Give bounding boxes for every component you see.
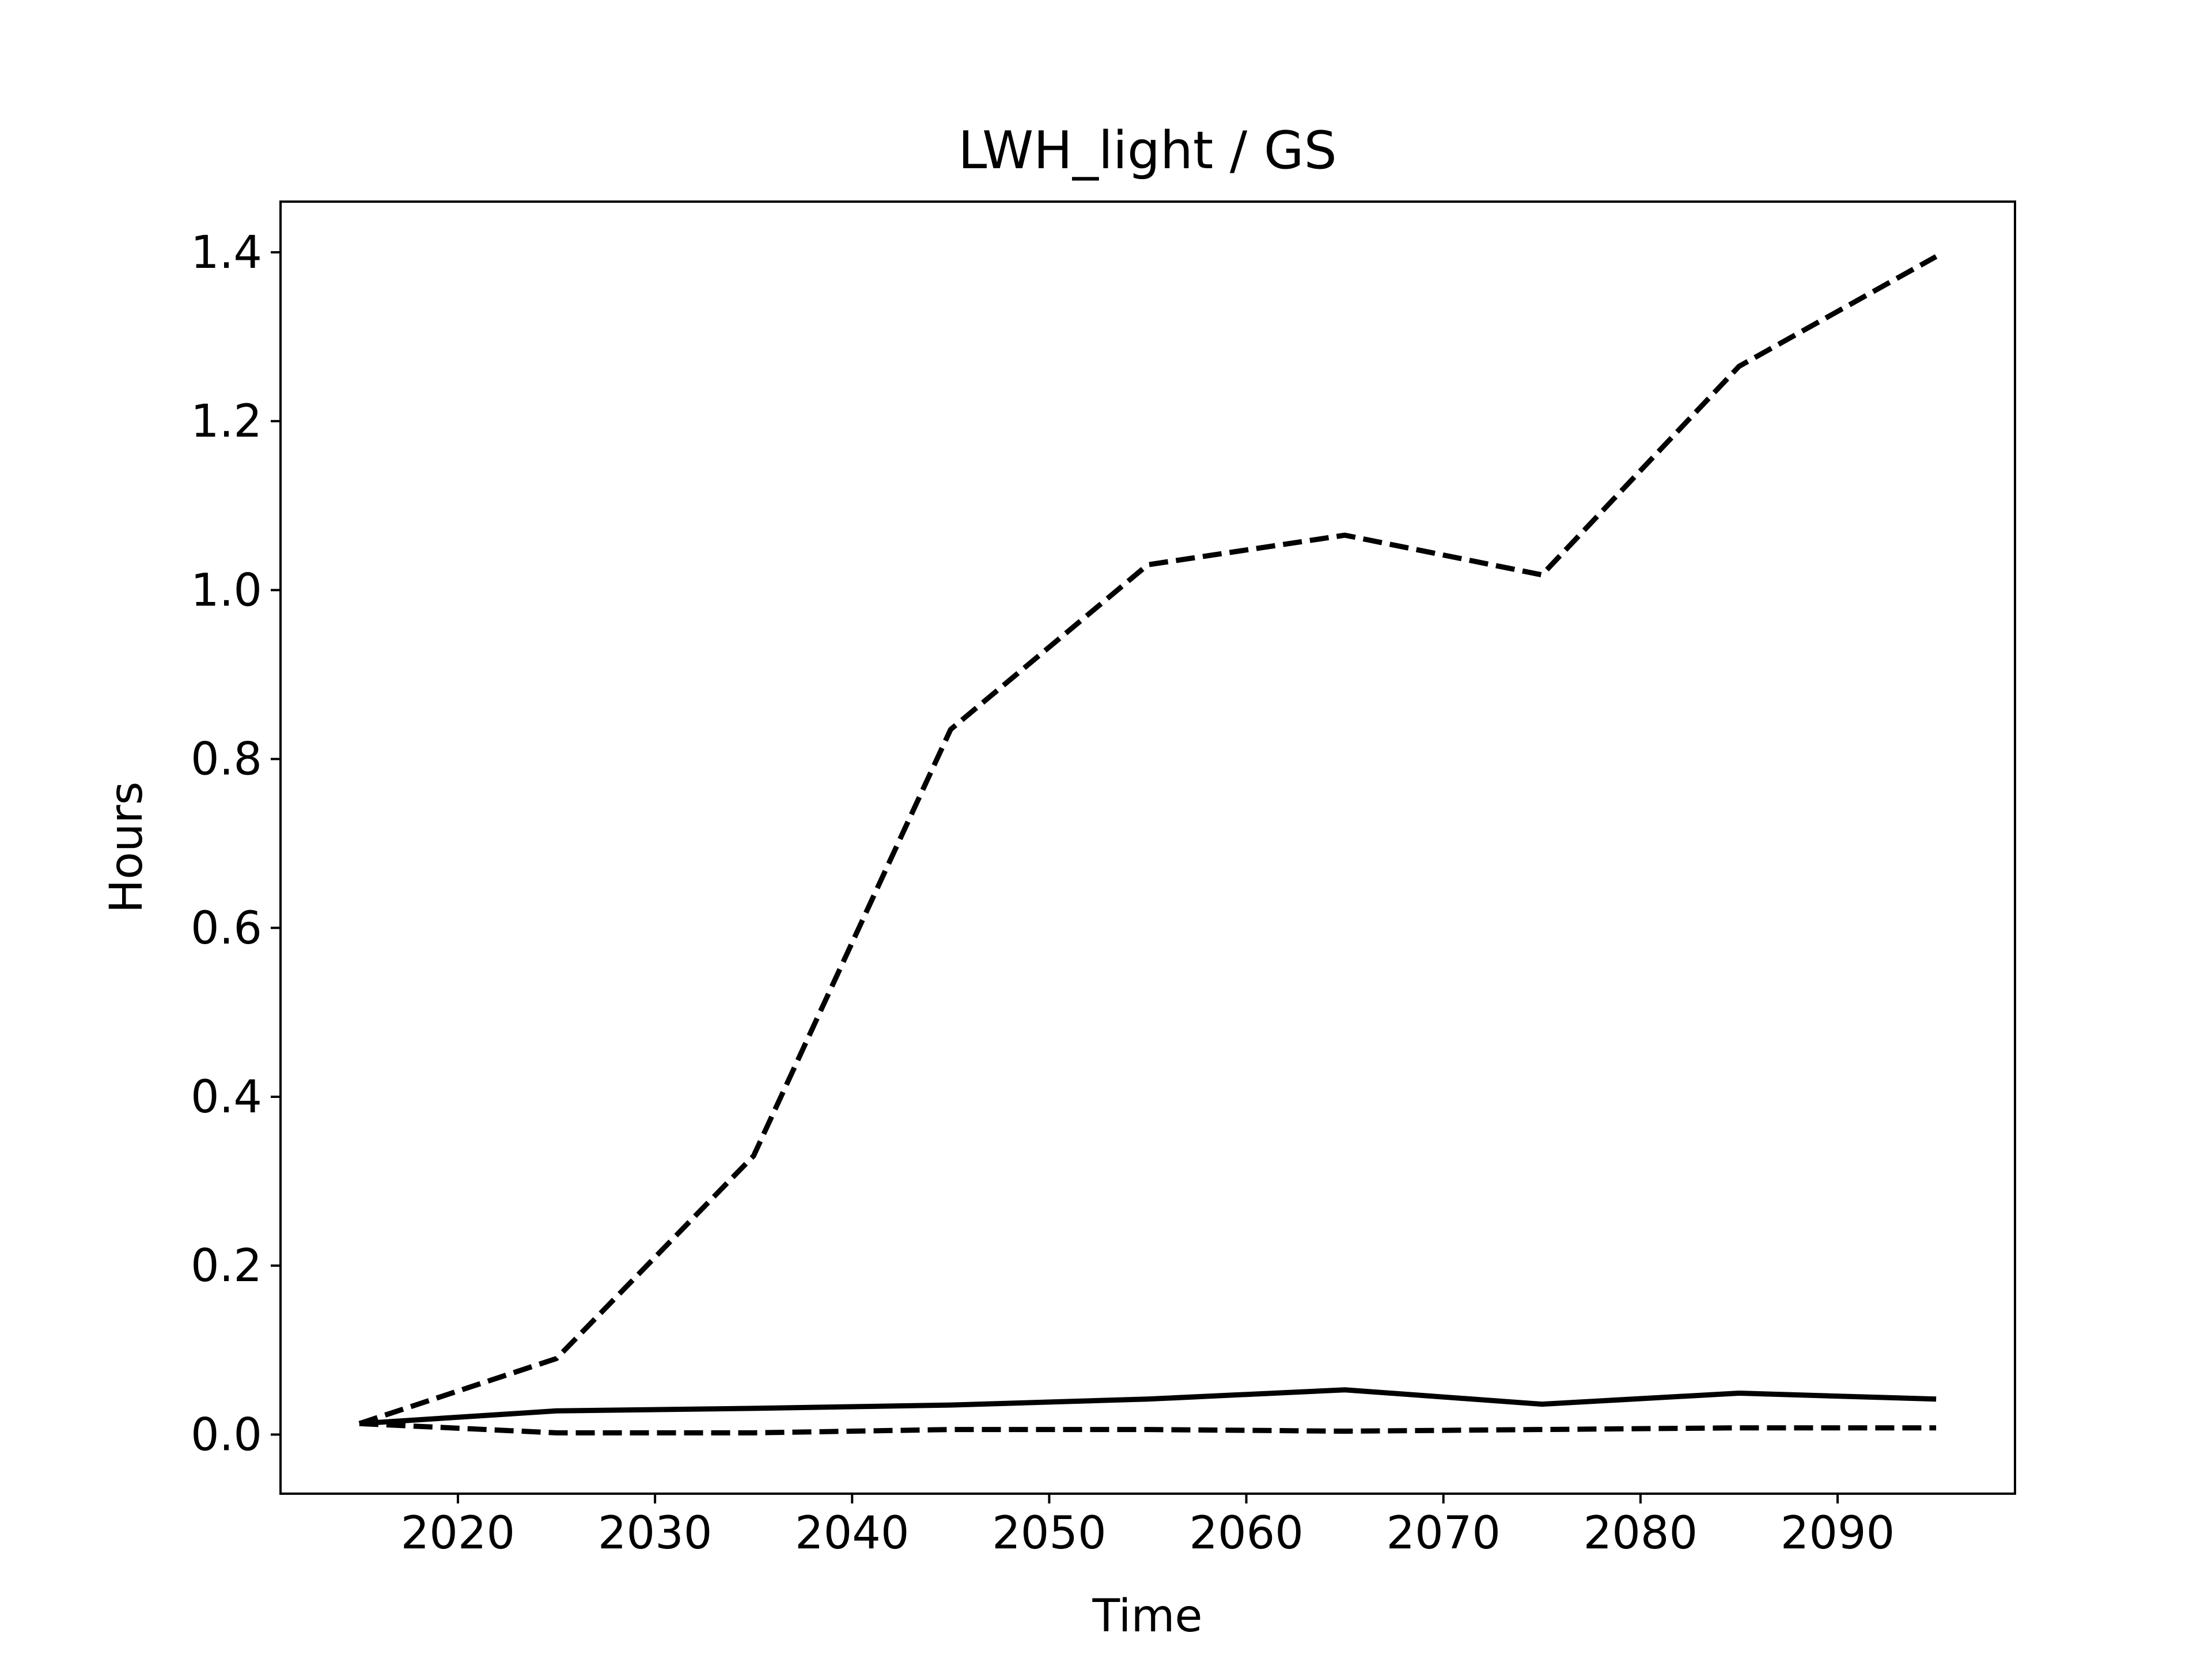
x-tick-label: 2090 [1781,1508,1895,1559]
y-tick-label: 0.0 [191,1409,262,1461]
x-tick-label: 2040 [795,1508,910,1559]
x-tick-label: 2080 [1584,1508,1698,1559]
y-tick-label: 1.0 [191,565,262,616]
x-axis: 2020 2030 2040 2050 2060 2070 2080 2090 [401,1494,1895,1559]
y-tick-label: 1.2 [191,396,262,448]
axes-frame [279,200,2016,1495]
series-line-3 [359,1421,1937,1435]
chart-title: LWH_light / GS [958,120,1336,181]
x-axis-label: Time [1092,1590,1203,1642]
y-tick-label: 0.4 [191,1071,262,1123]
y-tick-label: 1.4 [191,227,262,279]
x-tick-label: 2030 [598,1508,713,1559]
series-line-2 [358,254,1938,1426]
y-tick-label: 0.2 [191,1240,262,1292]
series-line-1 [359,1387,1937,1426]
plot-area [358,254,1938,1435]
x-tick-label: 2020 [401,1508,516,1559]
y-tick-label: 0.6 [191,903,262,955]
y-axis-label: Hours [101,782,153,914]
x-tick-label: 2050 [992,1508,1107,1559]
x-tick-label: 2060 [1189,1508,1304,1559]
y-axis: 0.0 0.2 0.4 0.6 0.8 1.0 1.2 1.4 [191,227,281,1461]
x-tick-label: 2070 [1386,1508,1501,1559]
y-tick-label: 0.8 [191,734,262,786]
